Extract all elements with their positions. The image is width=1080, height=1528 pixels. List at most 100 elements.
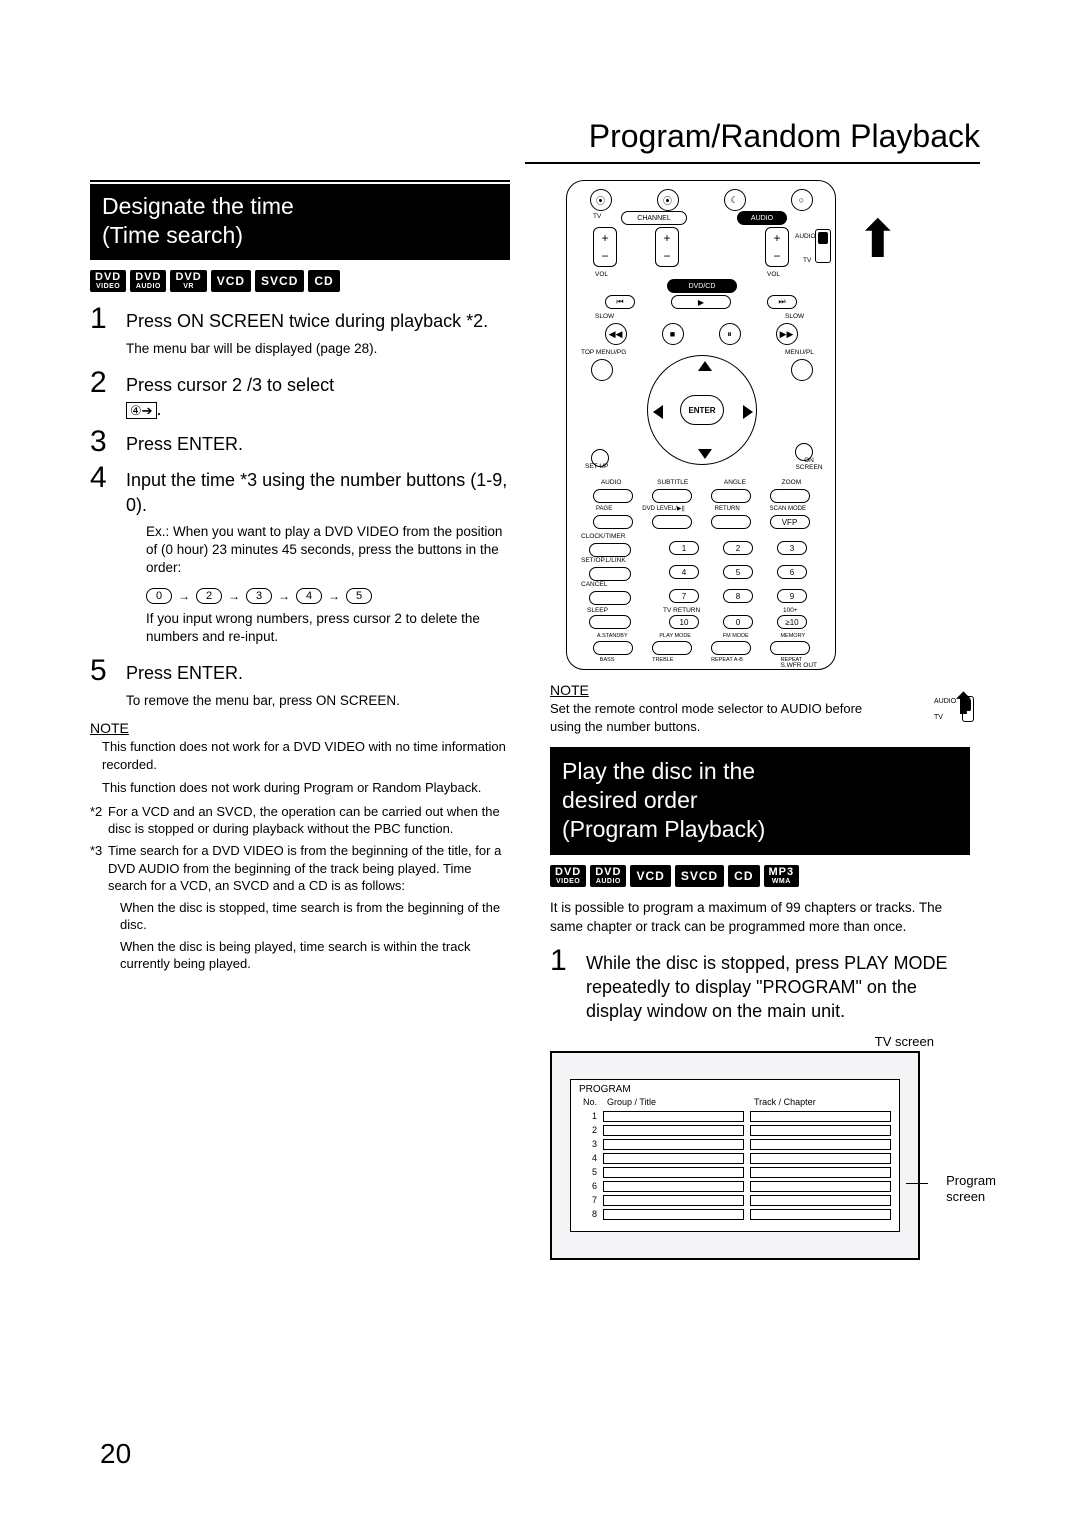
step-text: While the disc is stopped, press PLAY MO… xyxy=(586,946,970,1024)
step-number: 5 xyxy=(90,656,112,686)
step-text: Press ON SCREEN twice during playback *2… xyxy=(126,304,510,333)
cell-group-title xyxy=(603,1195,744,1206)
right-column: ⦿ ⦿ ☾ ○ TV CHANNEL AUDIO +− +− +− VOL VO… xyxy=(550,180,970,1260)
key-sequence: 0→ 2→ 3→ 4→ 5 xyxy=(146,588,510,604)
row-num: 8 xyxy=(579,1209,597,1219)
arrow-icon: → xyxy=(228,589,240,603)
step-number: 3 xyxy=(90,427,112,457)
cell-track-chapter xyxy=(750,1209,891,1220)
cell-group-title xyxy=(603,1167,744,1178)
nav-right-icon xyxy=(743,405,753,419)
cell-track-chapter xyxy=(750,1195,891,1206)
note-header-right: NOTE xyxy=(550,682,970,698)
step-text: Input the time *3 using the number butto… xyxy=(126,463,510,517)
footnote-2: *2 For a VCD and an SVCD, the operation … xyxy=(90,803,510,838)
step-2: 2 Press cursor 2 /3 to select ④➔. xyxy=(90,368,510,422)
arrow-icon: → xyxy=(328,589,340,603)
step-4-after: If you input wrong numbers, press cursor… xyxy=(146,610,510,646)
remote-num-6: 6 xyxy=(777,565,807,579)
remote-oval-btn xyxy=(593,641,633,655)
remote-ff-icon: ▶▶ xyxy=(776,323,798,345)
label-repeat-ab: REPEAT A-B xyxy=(711,657,743,663)
remote-oval-btn xyxy=(593,515,633,529)
program-rows: 12345678 xyxy=(571,1111,899,1223)
label-angle: ANGLE xyxy=(724,479,746,486)
step-text: Press ENTER. xyxy=(126,427,510,456)
mode-selector-switch xyxy=(815,229,831,263)
footnote-body: Time search for a DVD VIDEO is from the … xyxy=(108,842,510,895)
row-num: 4 xyxy=(579,1153,597,1163)
label-tv: TV xyxy=(593,213,601,220)
program-columns-header: No. Group / Title Track / Chapter xyxy=(571,1095,899,1111)
remote-control-illustration: ⦿ ⦿ ☾ ○ TV CHANNEL AUDIO +− +− +− VOL VO… xyxy=(566,180,836,670)
step-number: 4 xyxy=(90,463,112,493)
program-row: 1 xyxy=(571,1111,899,1125)
remote-next-icon: ⏭ xyxy=(767,295,797,309)
remote-stop-icon: ■ xyxy=(662,323,684,345)
remote-clocktimer-btn xyxy=(589,543,631,557)
program-title: PROGRAM xyxy=(571,1080,899,1095)
badge-cd: CD xyxy=(308,270,339,292)
footnote-sub-2: When the disc is being played, time sear… xyxy=(120,938,510,973)
cell-group-title xyxy=(603,1139,744,1150)
cell-group-title xyxy=(603,1153,744,1164)
label-cancel: CANCEL xyxy=(581,581,607,588)
label-dvdcd: DVD/CD xyxy=(667,279,737,293)
remote-num-2: 2 xyxy=(723,541,753,555)
program-row: 6 xyxy=(571,1181,899,1195)
remote-pause-icon: ⏸ xyxy=(719,323,741,345)
audio-volume-rocker: +− xyxy=(765,227,789,267)
key-4: 4 xyxy=(296,588,322,604)
remote-illustration-wrap: ⦿ ⦿ ☾ ○ TV CHANNEL AUDIO +− +− +− VOL VO… xyxy=(566,180,970,670)
format-badges-right: DVDVIDEO DVDAUDIO VCD SVCD CD MP3WMA xyxy=(550,865,970,887)
cell-group-title xyxy=(603,1209,744,1220)
label-return: RETURN xyxy=(715,506,740,512)
step-4: 4 Input the time *3 using the number but… xyxy=(90,463,510,517)
label-topmenu: TOP MENU/PG xyxy=(581,349,626,356)
badge-dvd-audio: DVDAUDIO xyxy=(130,270,166,292)
nav-left-icon xyxy=(653,405,663,419)
remote-num-10: 10 xyxy=(669,615,699,629)
badge-mp3-wma: MP3WMA xyxy=(764,865,800,887)
note-header: NOTE xyxy=(90,720,510,736)
mini-label-tv: TV xyxy=(934,714,943,721)
label-vol-r: VOL xyxy=(767,271,780,278)
remote-num-gte10: ≥10 xyxy=(777,615,807,629)
badge-vcd: VCD xyxy=(211,270,251,292)
remote-menu-btn xyxy=(791,359,813,381)
note-2: This function does not work during Progr… xyxy=(102,779,510,797)
label-bass: BASS xyxy=(600,657,615,663)
key-0: 0 xyxy=(146,588,172,604)
label-playmode: PLAY MODE xyxy=(659,633,691,639)
format-badges-left: DVDVIDEO DVDAUDIO DVDVR VCD SVCD CD xyxy=(90,270,510,292)
row-num: 6 xyxy=(579,1181,597,1191)
label-100plus: 100+ xyxy=(783,607,798,614)
badge-vcd: VCD xyxy=(630,865,670,887)
left-column: Designate the time (Time search) DVDVIDE… xyxy=(90,180,510,1260)
enter-button: ENTER xyxy=(680,395,724,425)
remote-oval-btn xyxy=(593,489,633,503)
remote-oval-btn xyxy=(711,515,751,529)
step-2-tail: . xyxy=(157,399,162,419)
step-number: 2 xyxy=(90,368,112,398)
program-row: 4 xyxy=(571,1153,899,1167)
step-5-sub: To remove the menu bar, press ON SCREEN. xyxy=(126,692,510,710)
tv-screen-diagram: TV screen PROGRAM No. Group / Title Trac… xyxy=(550,1034,970,1260)
remote-oval-btn xyxy=(652,489,692,503)
label-audio2: AUDIO xyxy=(601,479,622,486)
label-audio-pill: AUDIO xyxy=(737,211,787,225)
key-5: 5 xyxy=(346,588,372,604)
remote-oval-btn xyxy=(770,489,810,503)
footnote-key: *3 xyxy=(90,842,108,895)
row-num: 1 xyxy=(579,1111,597,1121)
program-row: 3 xyxy=(571,1139,899,1153)
remote-topmenu-btn xyxy=(591,359,613,381)
mini-switch-illustration: AUDIO TV xyxy=(934,698,946,724)
label-tvreturn: TV RETURN xyxy=(663,607,700,614)
label-dvdlevel: DVD LEVEL/▶|| xyxy=(642,505,684,512)
remote-num-1: 1 xyxy=(669,541,699,555)
badge-dvd-audio: DVDAUDIO xyxy=(590,865,626,887)
label-audio-side: AUDIO xyxy=(795,233,816,240)
tv-screen-label: TV screen xyxy=(550,1034,970,1049)
hdr-no: No. xyxy=(579,1097,597,1107)
